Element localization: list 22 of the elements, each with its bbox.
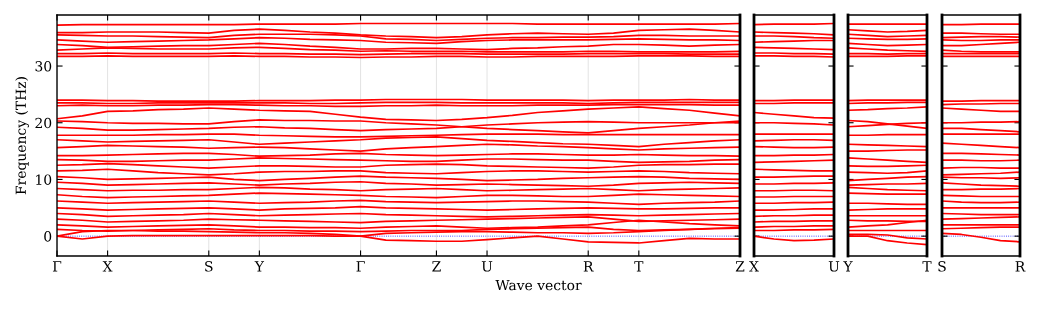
x-tick-label: R (1015, 261, 1026, 272)
x-tick-label: T (634, 261, 644, 272)
x-tick-label: T (922, 261, 932, 272)
x-tick-label: Y (843, 261, 853, 272)
x-tick-label: X (749, 261, 759, 272)
x-tick-label: Γ (52, 261, 62, 272)
x-tick-label: S (938, 261, 946, 272)
x-tick-label: R (583, 261, 594, 272)
x-tick-label: Y (254, 261, 265, 272)
y-tick-label: 20 (35, 117, 52, 129)
y-tick-label: 0 (44, 231, 52, 242)
x-tick-label: Γ (356, 261, 365, 272)
x-axis-title: Wave vector (495, 279, 582, 291)
x-tick-label: U (481, 261, 493, 272)
x-tick-label: Z (432, 261, 441, 272)
y-tick-label: 30 (35, 61, 52, 72)
x-tick-label: Z (735, 261, 745, 272)
y-axis-title: Frequency (THz) (15, 77, 29, 195)
x-tick-label: X (102, 261, 113, 272)
x-tick-label: U (828, 261, 840, 272)
y-tick-label: 10 (36, 174, 52, 185)
x-tick-label: S (205, 261, 213, 272)
